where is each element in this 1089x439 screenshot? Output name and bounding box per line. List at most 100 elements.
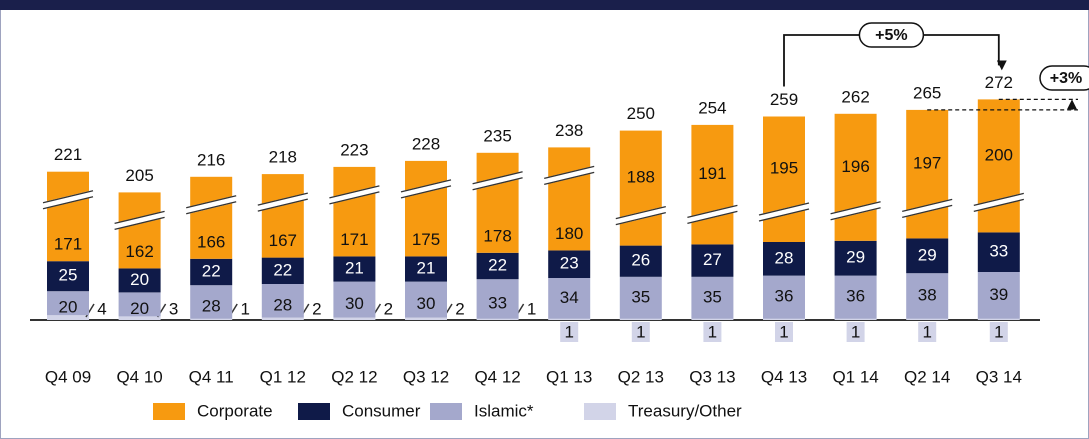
x-tick-label: Q3 12 bbox=[403, 367, 449, 386]
x-tick-label: Q4 12 bbox=[474, 367, 520, 386]
value-label: 22 bbox=[488, 255, 507, 274]
bar-segment bbox=[977, 318, 1020, 320]
axis-break bbox=[687, 210, 738, 225]
axis-break bbox=[42, 196, 94, 210]
bar-segment bbox=[261, 174, 304, 258]
x-tick-label: Q2 13 bbox=[618, 367, 664, 386]
legend-swatch bbox=[298, 403, 330, 420]
label-box bbox=[918, 322, 937, 342]
axis-break bbox=[758, 202, 810, 216]
value-label: 28 bbox=[775, 248, 794, 267]
value-label: 178 bbox=[483, 226, 511, 245]
value-label: 28 bbox=[202, 296, 221, 315]
total-label: 235 bbox=[483, 126, 511, 145]
value-label: 39 bbox=[989, 285, 1008, 304]
legend-label: Islamic* bbox=[474, 401, 534, 420]
axis-break bbox=[758, 202, 810, 222]
axis-break bbox=[185, 195, 238, 215]
bar-segment bbox=[977, 232, 1020, 272]
annotation: +5% bbox=[875, 27, 907, 44]
value-label: 200 bbox=[985, 145, 1013, 164]
axis-break bbox=[472, 177, 523, 191]
value-label: 22 bbox=[273, 260, 292, 279]
value-label: 162 bbox=[125, 242, 153, 261]
x-tick-label: Q4 11 bbox=[189, 367, 234, 386]
x-tick-label: Q3 13 bbox=[689, 367, 735, 386]
value-label: 28 bbox=[273, 295, 292, 314]
bar-segment bbox=[906, 318, 949, 320]
value-label: 3 bbox=[169, 299, 178, 318]
axis-break bbox=[328, 185, 381, 205]
bar-segment bbox=[548, 147, 591, 251]
value-label: 195 bbox=[770, 159, 798, 178]
x-tick-label: Q4 10 bbox=[116, 367, 162, 386]
axis-break bbox=[972, 192, 1025, 212]
axis-break bbox=[472, 171, 523, 185]
value-label: 171 bbox=[340, 230, 368, 249]
total-label: 238 bbox=[555, 121, 583, 140]
value-label: 197 bbox=[913, 154, 941, 173]
total-label: 250 bbox=[627, 104, 655, 123]
value-label: 29 bbox=[918, 245, 937, 264]
bar-segment bbox=[261, 257, 304, 284]
bar-segment bbox=[405, 256, 447, 282]
x-tick-label: Q1 13 bbox=[546, 367, 592, 386]
value-label: 33 bbox=[488, 293, 507, 312]
axis-break bbox=[257, 198, 308, 212]
value-label: 22 bbox=[202, 261, 221, 280]
bar-segment bbox=[763, 116, 805, 242]
value-label: 1 bbox=[922, 322, 931, 341]
axis-break bbox=[830, 201, 881, 215]
bar-segment bbox=[118, 292, 161, 317]
total-label: 218 bbox=[269, 148, 297, 167]
value-label: 26 bbox=[631, 251, 650, 270]
bar-segment bbox=[261, 317, 304, 320]
bar-segment bbox=[763, 275, 805, 319]
x-tick-label: Q1 12 bbox=[260, 367, 306, 386]
axis-break bbox=[257, 192, 308, 206]
bar-segment bbox=[906, 109, 949, 239]
value-label: 1 bbox=[779, 322, 788, 341]
x-tick-label: Q4 09 bbox=[45, 367, 91, 386]
value-label: 36 bbox=[846, 287, 865, 306]
value-label: 2 bbox=[312, 299, 321, 318]
legend-swatch bbox=[430, 403, 462, 420]
value-label: 167 bbox=[269, 231, 297, 250]
total-label: 216 bbox=[197, 150, 225, 169]
axis-break bbox=[615, 211, 666, 226]
bar-segment bbox=[47, 291, 89, 316]
axis-break bbox=[114, 210, 165, 225]
value-label: 30 bbox=[417, 294, 436, 313]
bar-segment bbox=[333, 281, 376, 318]
axis-break bbox=[829, 201, 882, 221]
label-box bbox=[989, 322, 1008, 342]
value-label: 166 bbox=[197, 232, 225, 251]
bar-segment bbox=[834, 113, 877, 241]
axis-break bbox=[543, 165, 596, 185]
bar-segment bbox=[834, 275, 877, 319]
bar-segment bbox=[906, 273, 949, 319]
bar-segment bbox=[261, 284, 304, 318]
bar-segment bbox=[118, 316, 161, 320]
x-tick-label: Q1 14 bbox=[832, 367, 878, 386]
axis-break bbox=[830, 207, 881, 221]
bar-segment bbox=[548, 278, 591, 319]
bar-segment bbox=[476, 152, 519, 253]
bar-segment bbox=[333, 317, 376, 320]
value-label: 20 bbox=[59, 298, 78, 317]
axis-break bbox=[758, 208, 810, 222]
axis-break bbox=[42, 190, 94, 204]
value-label: 1 bbox=[708, 322, 717, 341]
total-label: 221 bbox=[54, 145, 82, 164]
legend-label: Consumer bbox=[342, 401, 421, 420]
bar-segment bbox=[190, 258, 233, 286]
total-label: 259 bbox=[770, 90, 798, 109]
bar-segment bbox=[548, 318, 591, 320]
x-tick-label: Q3 14 bbox=[976, 367, 1022, 386]
bar-segment bbox=[977, 99, 1020, 233]
axis-break bbox=[973, 198, 1024, 213]
legend-label: Corporate bbox=[197, 401, 273, 420]
axis-break bbox=[113, 210, 166, 230]
total-label: 272 bbox=[985, 73, 1013, 92]
